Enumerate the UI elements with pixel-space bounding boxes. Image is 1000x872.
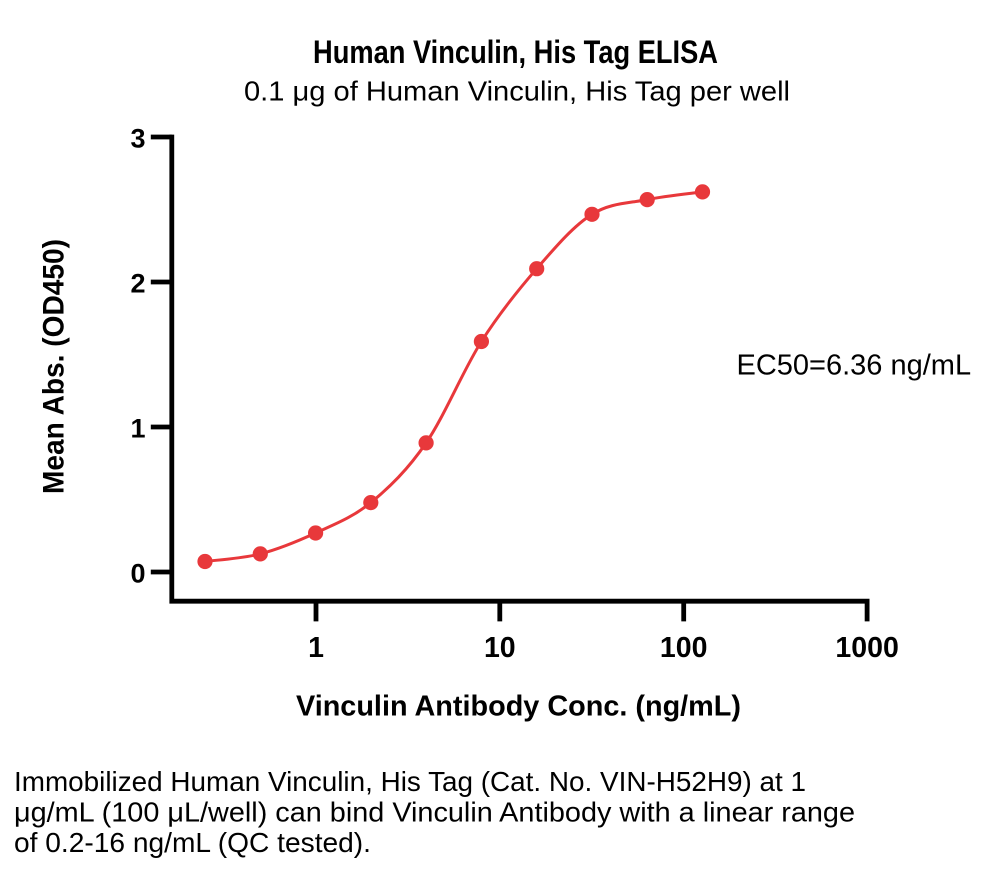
svg-text:Immobilized Human Vinculin, Hi: Immobilized Human Vinculin, His Tag (Cat…: [14, 766, 806, 797]
svg-text:Mean Abs. (OD450): Mean Abs. (OD450): [38, 239, 71, 494]
svg-text:1: 1: [130, 414, 145, 444]
svg-text:0: 0: [130, 559, 145, 589]
svg-text:3: 3: [130, 124, 145, 154]
svg-text:EC50=6.36 ng/mL: EC50=6.36 ng/mL: [737, 350, 972, 382]
svg-text:μg/mL (100 μL/well) can bind V: μg/mL (100 μL/well) can bind Vinculin An…: [14, 797, 855, 828]
svg-text:of 0.2-16 ng/mL (QC tested).: of 0.2-16 ng/mL (QC tested).: [14, 827, 371, 858]
svg-text:0.1 μg of Human Vinculin, His: 0.1 μg of Human Vinculin, His Tag per we…: [244, 76, 790, 107]
svg-text:10: 10: [484, 632, 516, 664]
svg-text:1: 1: [308, 632, 324, 664]
svg-text:Human Vinculin, His Tag ELISA: Human Vinculin, His Tag ELISA: [313, 34, 718, 70]
svg-text:100: 100: [660, 632, 708, 664]
svg-text:Vinculin Antibody Conc. (ng/mL: Vinculin Antibody Conc. (ng/mL): [296, 691, 741, 723]
svg-text:2: 2: [130, 269, 145, 299]
svg-text:1000: 1000: [835, 632, 898, 664]
